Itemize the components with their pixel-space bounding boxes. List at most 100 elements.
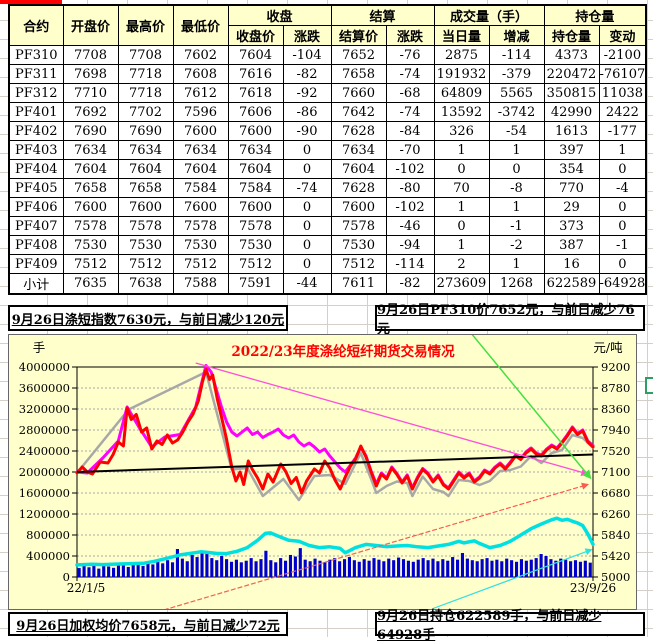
- value-cell[interactable]: 7604: [62, 159, 119, 179]
- change-cell[interactable]: -84: [385, 121, 435, 141]
- clipped-green-object[interactable]: [645, 377, 653, 394]
- change-cell[interactable]: 0: [488, 159, 545, 179]
- change-cell[interactable]: 0: [598, 254, 647, 274]
- change-cell[interactable]: -68: [385, 83, 435, 103]
- change-cell[interactable]: 1268: [488, 273, 545, 295]
- value-cell[interactable]: 7634: [330, 140, 387, 160]
- value-cell[interactable]: 7604: [227, 45, 284, 65]
- change-cell[interactable]: 11038: [598, 83, 647, 103]
- change-cell[interactable]: 0: [598, 197, 647, 217]
- contract-cell[interactable]: PF408: [8, 235, 64, 255]
- change-cell[interactable]: -92: [282, 83, 332, 103]
- value-cell[interactable]: 220472: [543, 64, 600, 84]
- contract-cell[interactable]: PF401: [8, 102, 64, 122]
- change-cell[interactable]: 5565: [488, 83, 545, 103]
- value-cell[interactable]: 7634: [117, 140, 174, 160]
- value-cell[interactable]: 7530: [172, 235, 229, 255]
- value-cell[interactable]: 7690: [117, 121, 174, 141]
- value-cell[interactable]: 7604: [117, 159, 174, 179]
- change-cell[interactable]: -74: [282, 178, 332, 198]
- value-cell[interactable]: 7578: [62, 216, 119, 236]
- value-cell[interactable]: 7600: [172, 121, 229, 141]
- value-cell[interactable]: 191932: [433, 64, 490, 84]
- contract-cell[interactable]: PF409: [8, 254, 64, 274]
- value-cell[interactable]: 7512: [172, 254, 229, 274]
- value-cell[interactable]: 7658: [330, 64, 387, 84]
- value-cell[interactable]: 7642: [330, 102, 387, 122]
- change-cell[interactable]: 2422: [598, 102, 647, 122]
- value-cell[interactable]: 7604: [172, 159, 229, 179]
- change-cell[interactable]: 0: [282, 254, 332, 274]
- change-cell[interactable]: 0: [598, 216, 647, 236]
- value-cell[interactable]: 7638: [117, 273, 174, 295]
- value-cell[interactable]: 7512: [62, 254, 119, 274]
- change-cell[interactable]: -74: [385, 64, 435, 84]
- value-cell[interactable]: 7512: [330, 254, 387, 274]
- value-cell[interactable]: 397: [543, 140, 600, 160]
- value-cell[interactable]: 64809: [433, 83, 490, 103]
- value-cell[interactable]: 273609: [433, 273, 490, 295]
- change-cell[interactable]: -2: [488, 235, 545, 255]
- change-cell[interactable]: -104: [282, 45, 332, 65]
- note-box-open-interest[interactable]: 9月26日持仓622589手，与前日减少64928手: [375, 609, 645, 643]
- value-cell[interactable]: 7634: [62, 140, 119, 160]
- change-cell[interactable]: -379: [488, 64, 545, 84]
- value-cell[interactable]: 354: [543, 159, 600, 179]
- value-cell[interactable]: 7596: [172, 102, 229, 122]
- change-cell[interactable]: 1: [488, 254, 545, 274]
- value-cell[interactable]: 7600: [227, 121, 284, 141]
- change-cell[interactable]: -102: [385, 197, 435, 217]
- value-cell[interactable]: 13592: [433, 102, 490, 122]
- value-cell[interactable]: 7608: [172, 64, 229, 84]
- value-cell[interactable]: 7604: [330, 159, 387, 179]
- change-cell[interactable]: -177: [598, 121, 647, 141]
- contract-cell[interactable]: PF312: [8, 83, 64, 103]
- change-cell[interactable]: -44: [282, 273, 332, 295]
- contract-cell[interactable]: PF404: [8, 159, 64, 179]
- value-cell[interactable]: 70: [433, 178, 490, 198]
- value-cell[interactable]: 770: [543, 178, 600, 198]
- change-cell[interactable]: 0: [282, 216, 332, 236]
- contract-cell[interactable]: PF402: [8, 121, 64, 141]
- value-cell[interactable]: 4373: [543, 45, 600, 65]
- change-cell[interactable]: 0: [282, 159, 332, 179]
- change-cell[interactable]: -114: [385, 254, 435, 274]
- value-cell[interactable]: 350815: [543, 83, 600, 103]
- value-cell[interactable]: 7718: [117, 83, 174, 103]
- change-cell[interactable]: -76107: [598, 64, 647, 84]
- value-cell[interactable]: 7628: [330, 121, 387, 141]
- value-cell[interactable]: 7628: [330, 178, 387, 198]
- value-cell[interactable]: 7588: [172, 273, 229, 295]
- change-cell[interactable]: -1: [488, 216, 545, 236]
- contract-cell[interactable]: PF406: [8, 197, 64, 217]
- value-cell[interactable]: 7578: [117, 216, 174, 236]
- value-cell[interactable]: 7512: [117, 254, 174, 274]
- value-cell[interactable]: 0: [433, 159, 490, 179]
- change-cell[interactable]: 0: [282, 235, 332, 255]
- value-cell[interactable]: 7698: [62, 64, 119, 84]
- change-cell[interactable]: 1: [598, 140, 647, 160]
- value-cell[interactable]: 7530: [330, 235, 387, 255]
- value-cell[interactable]: 7606: [227, 102, 284, 122]
- value-cell[interactable]: 7658: [62, 178, 119, 198]
- value-cell[interactable]: 7578: [330, 216, 387, 236]
- value-cell[interactable]: 373: [543, 216, 600, 236]
- note-box-avg-price[interactable]: 9月26日加权均价7658元，与前日减少72元: [8, 612, 288, 636]
- value-cell[interactable]: 7616: [227, 64, 284, 84]
- value-cell[interactable]: 1: [433, 197, 490, 217]
- value-cell[interactable]: 7578: [172, 216, 229, 236]
- change-cell[interactable]: -114: [488, 45, 545, 65]
- note-box-index[interactable]: 9月26日涤短指数7630元，与前日减少120元: [8, 305, 288, 331]
- change-cell[interactable]: -82: [385, 273, 435, 295]
- change-cell[interactable]: -8: [488, 178, 545, 198]
- change-cell[interactable]: -102: [385, 159, 435, 179]
- change-cell[interactable]: -80: [385, 178, 435, 198]
- value-cell[interactable]: 7584: [172, 178, 229, 198]
- value-cell[interactable]: 7718: [117, 64, 174, 84]
- value-cell[interactable]: 1613: [543, 121, 600, 141]
- value-cell[interactable]: 0: [433, 216, 490, 236]
- change-cell[interactable]: -2100: [598, 45, 647, 65]
- value-cell[interactable]: 622589: [543, 273, 600, 295]
- value-cell[interactable]: 7702: [117, 102, 174, 122]
- change-cell[interactable]: -70: [385, 140, 435, 160]
